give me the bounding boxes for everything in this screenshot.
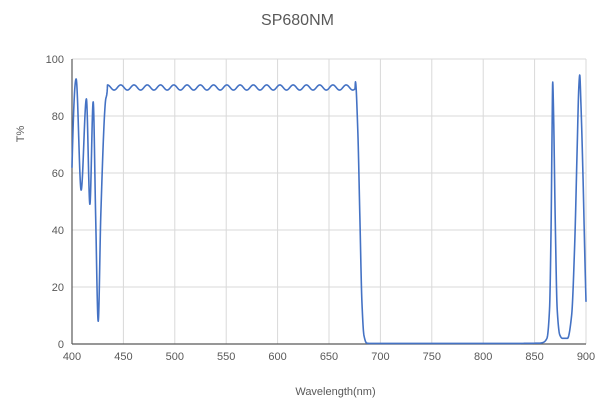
svg-text:20: 20 — [52, 282, 64, 294]
svg-text:40: 40 — [52, 225, 64, 237]
svg-text:450: 450 — [114, 351, 132, 363]
svg-text:700: 700 — [371, 351, 389, 363]
svg-text:400: 400 — [63, 351, 81, 363]
svg-text:800: 800 — [474, 351, 492, 363]
svg-text:500: 500 — [166, 351, 184, 363]
svg-text:850: 850 — [525, 351, 543, 363]
svg-text:750: 750 — [423, 351, 441, 363]
svg-text:650: 650 — [320, 351, 338, 363]
svg-text:600: 600 — [268, 351, 286, 363]
svg-text:60: 60 — [52, 168, 64, 180]
svg-text:100: 100 — [46, 54, 64, 66]
svg-text:80: 80 — [52, 111, 64, 123]
svg-text:0: 0 — [58, 339, 64, 351]
svg-text:900: 900 — [577, 351, 595, 363]
svg-text:550: 550 — [217, 351, 235, 363]
